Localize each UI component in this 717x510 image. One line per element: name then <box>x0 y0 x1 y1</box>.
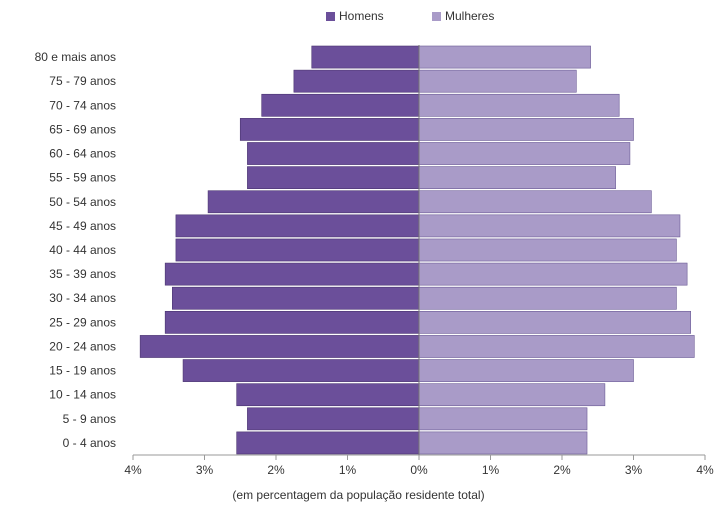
y-tick-label: 0 - 4 anos <box>63 436 116 450</box>
x-tick-label: 1% <box>482 463 500 477</box>
bar-homens-6 <box>207 190 420 214</box>
bar-homens-13 <box>182 359 420 382</box>
x-tick-label: 3% <box>196 463 214 477</box>
x-tick-label: 2% <box>553 463 571 477</box>
y-tick-label: 65 - 69 anos <box>49 122 116 136</box>
bar-homens-5 <box>247 166 420 190</box>
bar-homens-8 <box>175 238 420 262</box>
bar-mulheres-12 <box>418 335 695 358</box>
bar-mulheres-4 <box>418 142 631 165</box>
y-tick-label: 20 - 24 anos <box>49 339 116 353</box>
x-axis-label: (em percentagem da população residente t… <box>232 488 485 502</box>
y-tick-label: 55 - 59 anos <box>49 171 116 185</box>
bar-homens-7 <box>175 214 420 238</box>
y-tick-label: 75 - 79 anos <box>49 74 116 88</box>
y-tick-label: 40 - 44 anos <box>49 243 116 257</box>
bar-mulheres-10 <box>418 286 677 310</box>
legend-swatch-mulheres <box>432 11 441 21</box>
y-tick-label: 5 - 9 anos <box>63 412 116 426</box>
y-tick-label: 45 - 49 anos <box>49 219 116 233</box>
x-tick-label: 2% <box>267 463 285 477</box>
bar-homens-3 <box>239 118 420 141</box>
x-tick-label: 3% <box>625 463 643 477</box>
bar-mulheres-6 <box>418 190 652 214</box>
bar-mulheres-14 <box>418 383 606 407</box>
x-tick-label: 0% <box>410 463 428 477</box>
y-tick-label: 50 - 54 anos <box>49 195 116 209</box>
chart-legend: Homens Mulheres <box>0 9 717 29</box>
bar-mulheres-7 <box>418 214 681 238</box>
bar-homens-9 <box>164 262 420 286</box>
bar-homens-4 <box>247 142 420 165</box>
bar-mulheres-0 <box>418 45 591 69</box>
bar-homens-10 <box>172 286 420 310</box>
bar-mulheres-15 <box>418 407 588 431</box>
bar-mulheres-16 <box>418 431 588 455</box>
bar-mulheres-11 <box>418 310 692 334</box>
legend-label-homens: Homens <box>339 9 384 23</box>
bar-homens-12 <box>139 335 420 358</box>
bar-homens-14 <box>236 383 420 407</box>
y-tick-label: 15 - 19 anos <box>49 364 116 378</box>
bar-homens-16 <box>236 431 420 455</box>
bar-homens-2 <box>261 93 420 117</box>
legend-label-mulheres: Mulheres <box>445 9 495 23</box>
y-tick-label: 80 e mais anos <box>35 50 116 64</box>
y-tick-label: 10 - 14 anos <box>49 388 116 402</box>
x-tick-label: 4% <box>124 463 142 477</box>
bar-mulheres-3 <box>418 118 634 141</box>
bar-homens-1 <box>293 69 420 93</box>
bar-homens-15 <box>247 407 420 431</box>
bar-mulheres-13 <box>418 359 634 382</box>
legend-swatch-homens <box>326 11 335 21</box>
bar-homens-11 <box>164 310 420 334</box>
bar-mulheres-9 <box>418 262 688 286</box>
legend-item-mulheres: Mulheres <box>432 9 494 23</box>
bar-mulheres-8 <box>418 238 677 262</box>
bar-homens-0 <box>311 45 420 69</box>
y-tick-label: 25 - 29 anos <box>49 315 116 329</box>
legend-item-homens: Homens <box>326 9 384 23</box>
y-tick-label: 30 - 34 anos <box>49 291 116 305</box>
bar-mulheres-2 <box>418 93 620 117</box>
y-tick-label: 60 - 64 anos <box>49 147 116 161</box>
bar-mulheres-5 <box>418 166 616 190</box>
y-tick-label: 70 - 74 anos <box>49 98 116 112</box>
x-tick-label: 1% <box>339 463 357 477</box>
x-tick-label: 4% <box>696 463 714 477</box>
bar-mulheres-1 <box>418 69 577 93</box>
y-tick-label: 35 - 39 anos <box>49 267 116 281</box>
